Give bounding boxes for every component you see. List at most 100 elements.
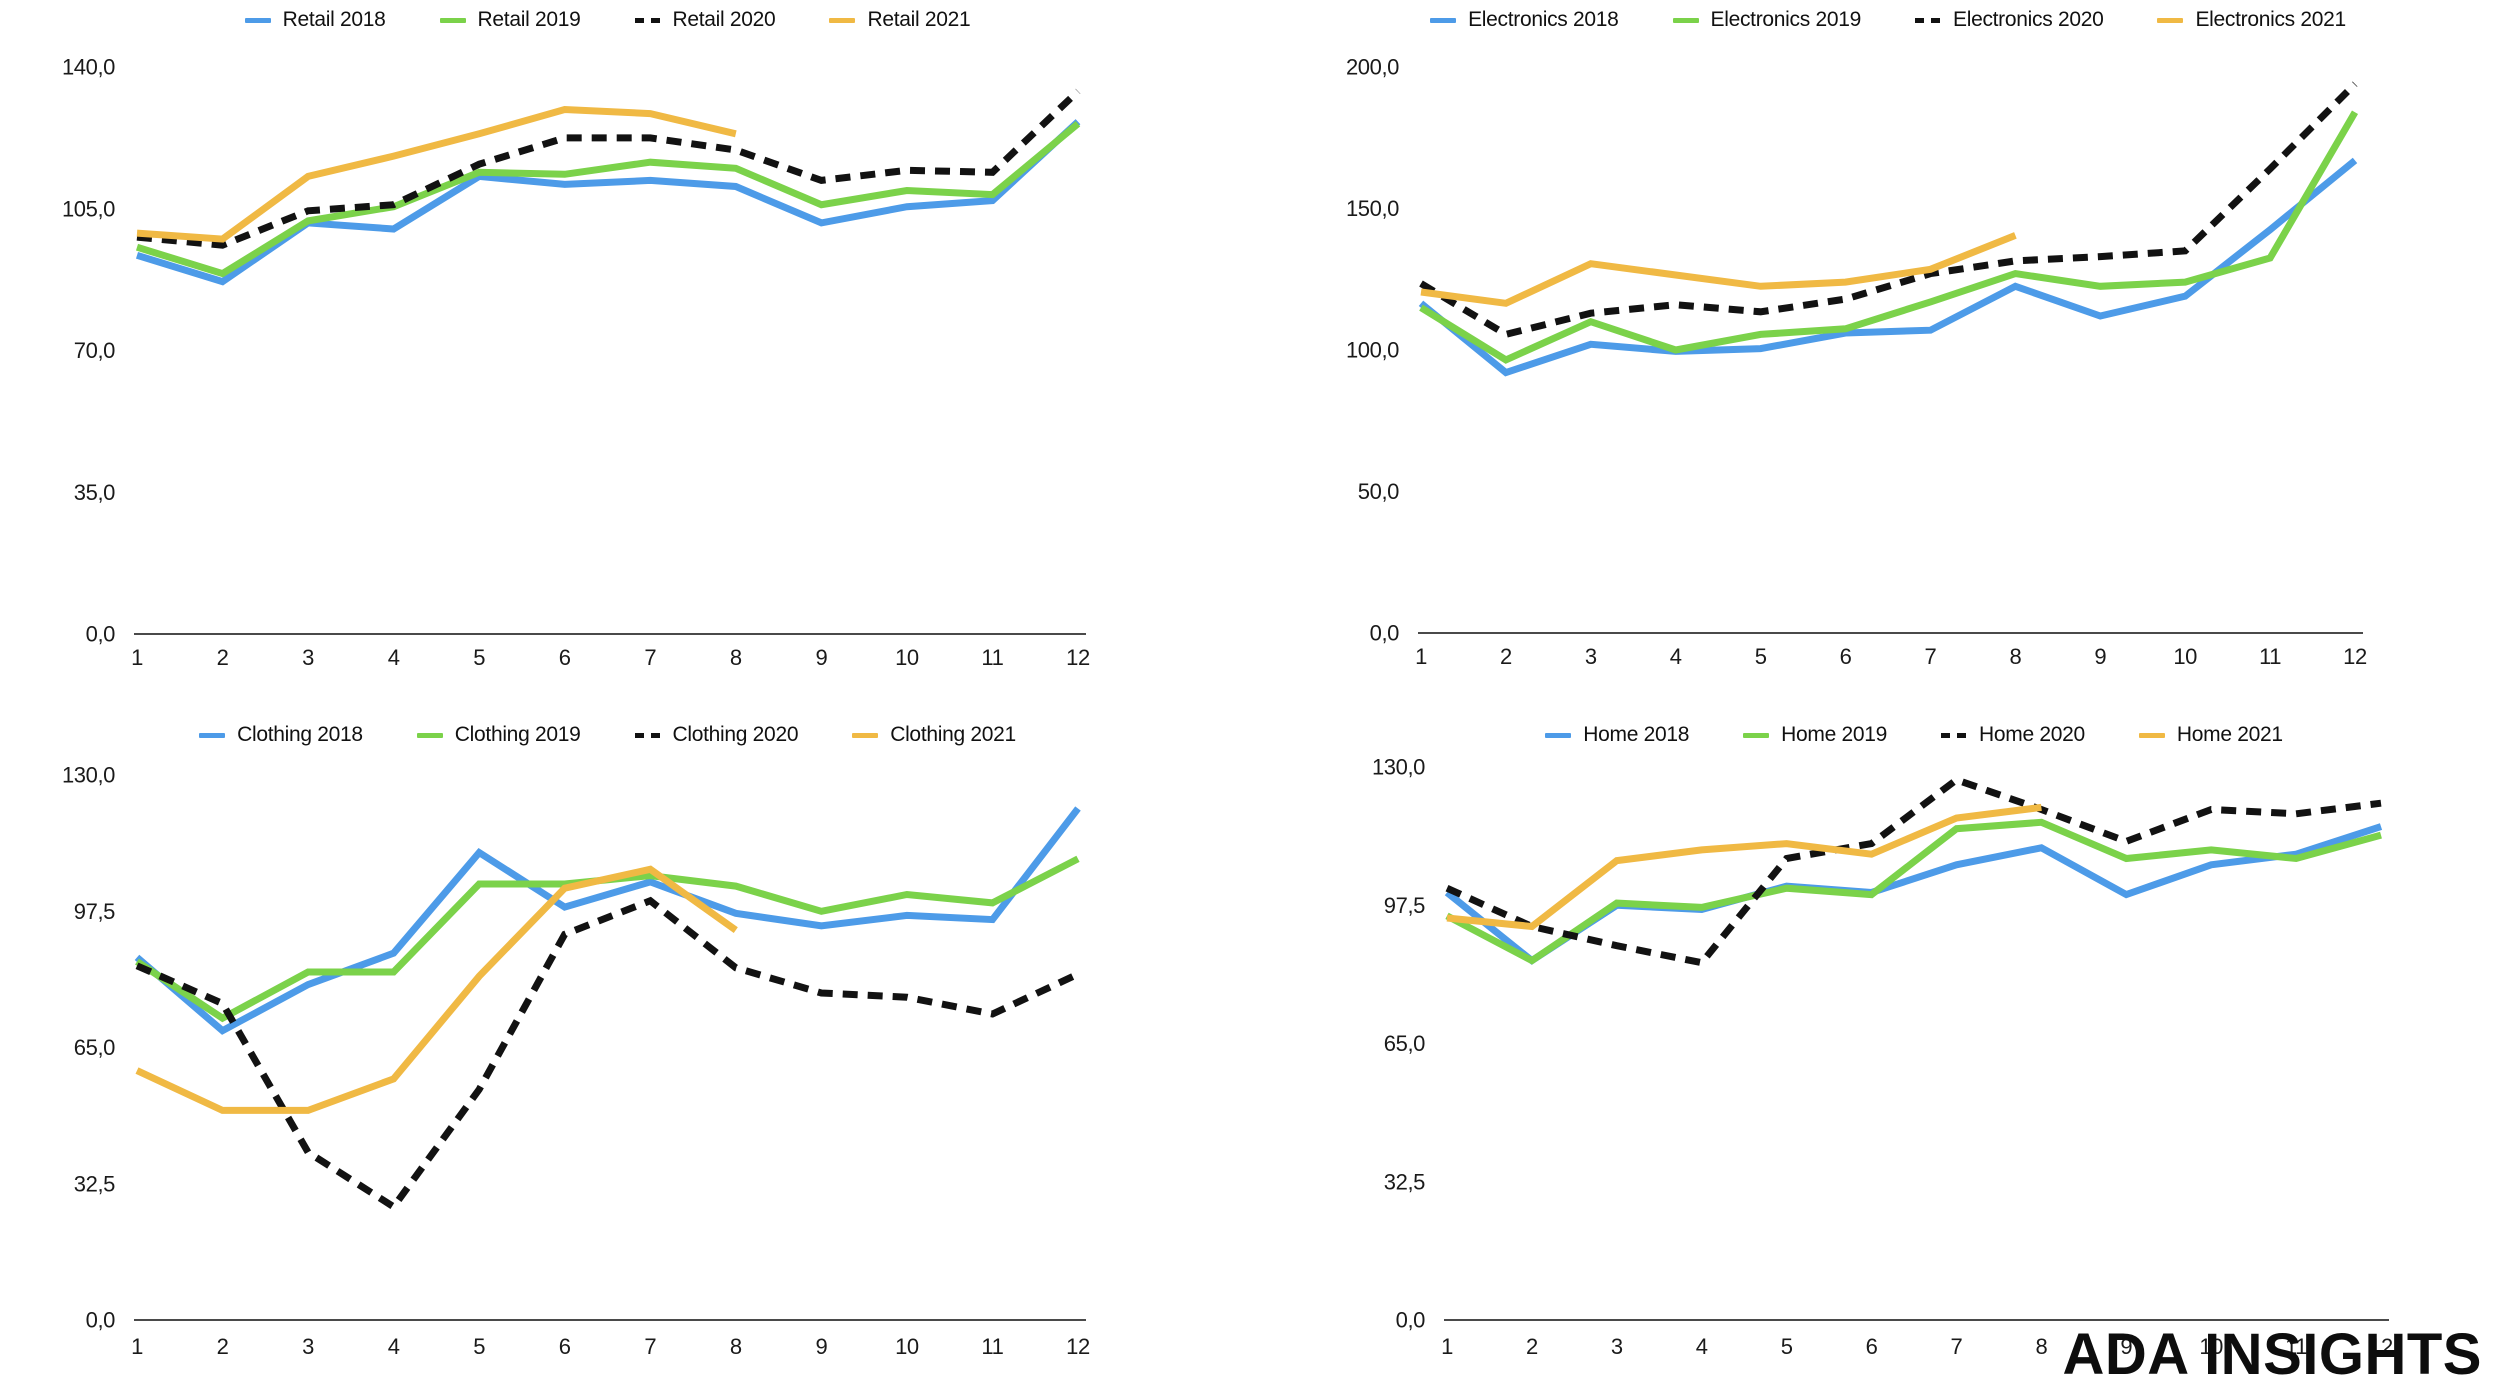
x-tick-label: 4: [1670, 644, 1682, 669]
x-tick-label: 11: [981, 645, 1003, 670]
y-tick-label: 97,5: [74, 899, 115, 924]
x-tick-label: 2: [217, 1334, 229, 1359]
legend-item-label: Clothing 2021: [890, 723, 1016, 746]
legend-item-electronics-2020[interactable]: Electronics 2020: [1915, 8, 2104, 32]
x-tick-label: 12: [1066, 1334, 1090, 1359]
x-tick-label: 6: [559, 645, 571, 670]
x-tick-label: 2: [1526, 1334, 1538, 1359]
x-tick-label: 6: [1866, 1334, 1878, 1359]
legend-swatch-icon: [1915, 17, 1941, 23]
legend-item-label: Electronics 2018: [1468, 8, 1619, 31]
x-tick-label: 11: [2285, 1334, 2307, 1359]
legend-item-label: Home 2018: [1583, 723, 1690, 746]
legend-item-home-2019[interactable]: Home 2019: [1743, 723, 1887, 747]
y-tick-label: 0,0: [86, 1308, 116, 1333]
x-tick-label: 12: [2369, 1334, 2393, 1359]
line-clothing-2021: [135, 865, 738, 1114]
clothing-chart: 0,0 32,5 65,0 97,5 130,0 1 2 3 4 5 6 7 8 9 10 11 12 Cloth…: [0, 699, 1250, 1398]
legend-swatch-icon: [1545, 732, 1572, 738]
legend-item-clothing-2018[interactable]: Clothing 2018: [199, 723, 363, 747]
legend-item-label: Home 2020: [1979, 723, 2085, 746]
x-tick-label: 1: [131, 645, 143, 670]
legend-swatch-icon: [1941, 732, 1967, 738]
legend-item-label: Home 2021: [2176, 723, 2283, 746]
legend-item-home-2020[interactable]: Home 2020: [1941, 723, 2085, 747]
home-chart: 0,0 32,5 65,0 97,5 130,0 1 2 3 4 5 6 7 8 9 10 11 12 Home …: [1250, 699, 2500, 1398]
y-tick-label: 130,0: [62, 763, 115, 788]
x-tick-label: 5: [1755, 644, 1767, 669]
legend-item-label: Clothing 2019: [454, 723, 581, 746]
legend-item-label: Retail 2020: [672, 8, 776, 31]
legend-swatch-icon: [416, 732, 443, 738]
x-tick-label: 9: [2094, 644, 2106, 669]
x-tick-label: 10: [2199, 1334, 2223, 1359]
legend-item-retail-2020[interactable]: Retail 2020: [634, 8, 776, 32]
legend-item-retail-2018[interactable]: Retail 2018: [244, 8, 386, 32]
legend-item-home-2018[interactable]: Home 2018: [1545, 723, 1689, 747]
y-tick-label: 150,0: [1346, 196, 1399, 221]
y-tick-label: 70,0: [74, 338, 115, 363]
line-electronics-2018: [1418, 157, 2358, 377]
x-tick-label: 7: [1925, 644, 1937, 669]
line-electronics-2019: [1419, 110, 2359, 364]
x-tick-label: 3: [1611, 1334, 1623, 1359]
legend-swatch-icon: [244, 17, 271, 23]
y-tick-label: 32,5: [74, 1171, 115, 1196]
x-tick-label: 1: [131, 1334, 143, 1359]
legend-item-electronics-2018[interactable]: Electronics 2018: [1430, 8, 1619, 32]
legend-swatch-icon: [1430, 17, 1457, 23]
x-tick-label: 11: [981, 1334, 1003, 1359]
home-legend: Home 2018 Home 2019 Home 2020 Home 2021: [1447, 723, 2381, 747]
line-retail-2021: [136, 105, 737, 243]
x-tick-label: 5: [473, 645, 485, 670]
x-tick-label: 4: [388, 1334, 400, 1359]
legend-item-electronics-2021[interactable]: Electronics 2021: [2157, 8, 2346, 32]
legend-swatch-icon: [829, 17, 856, 23]
legend-item-home-2021[interactable]: Home 2021: [2138, 723, 2283, 747]
y-tick-label: 50,0: [1358, 479, 1399, 504]
x-tick-label: 3: [1585, 644, 1597, 669]
clothing-legend: Clothing 2018 Clothing 2019 Clothing 2020 C…: [137, 723, 1078, 747]
legend-swatch-icon: [199, 732, 226, 738]
x-tick-label: 8: [730, 1334, 742, 1359]
x-tick-label: 6: [1840, 644, 1852, 669]
legend-item-label: Electronics 2021: [2195, 8, 2346, 31]
line-electronics-2021: [1420, 232, 2017, 307]
x-tick-label: 4: [388, 645, 400, 670]
legend-item-label: Electronics 2020: [1953, 8, 2104, 31]
x-tick-label: 3: [302, 1334, 314, 1359]
line-electronics-2020: [1419, 81, 2358, 339]
y-tick-label: 32,5: [1384, 1169, 1425, 1194]
y-tick-label: 97,5: [1384, 893, 1425, 918]
x-tick-label: 8: [2035, 1334, 2047, 1359]
retail-legend: Retail 2018 Retail 2019 Retail 2020 Retail …: [137, 8, 1078, 32]
x-tick-label: 12: [1066, 645, 1090, 670]
line-retail-2020: [136, 88, 1081, 249]
y-tick-label: 200,0: [1346, 55, 1399, 80]
x-tick-label: 6: [559, 1334, 571, 1359]
line-home-2021: [1446, 803, 2042, 931]
line-clothing-2018: [134, 806, 1081, 1035]
x-tick-label: 7: [644, 645, 656, 670]
legend-item-retail-2021[interactable]: Retail 2021: [829, 8, 971, 32]
y-tick-label: 35,0: [74, 480, 115, 505]
legend-item-clothing-2021[interactable]: Clothing 2021: [852, 723, 1016, 747]
legend-item-clothing-2019[interactable]: Clothing 2019: [416, 723, 581, 747]
y-tick-label: 0,0: [86, 622, 116, 647]
legend-swatch-icon: [2138, 732, 2165, 738]
x-tick-label: 2: [1500, 644, 1512, 669]
y-tick-label: 0,0: [1396, 1308, 1426, 1333]
y-tick-label: 105,0: [62, 196, 115, 221]
legend-item-electronics-2019[interactable]: Electronics 2019: [1672, 8, 1861, 32]
line-clothing-2019: [135, 855, 1080, 1023]
legend-item-clothing-2020[interactable]: Clothing 2020: [634, 723, 799, 747]
legend-swatch-icon: [1672, 17, 1699, 23]
x-tick-label: 5: [1781, 1334, 1793, 1359]
electronics-legend: Electronics 2018 Electronics 2019 Electron…: [1421, 8, 2355, 32]
x-tick-label: 10: [2173, 644, 2197, 669]
watermark-logo: ADA INSIGHTS: [2062, 1322, 2482, 1387]
legend-swatch-icon: [634, 732, 661, 738]
legend-item-retail-2019[interactable]: Retail 2019: [439, 8, 581, 32]
